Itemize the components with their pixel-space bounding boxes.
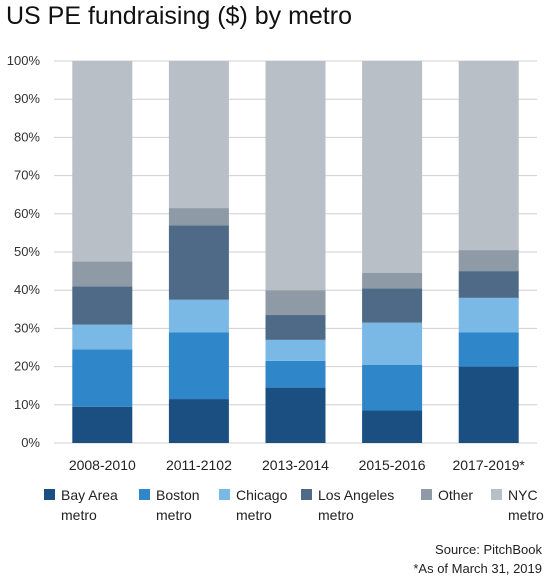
- legend-item: NYC metro: [491, 485, 550, 525]
- bar-segment: [72, 349, 133, 407]
- bar-segment: [265, 61, 326, 291]
- bar-segment: [168, 208, 229, 226]
- bar-segment: [72, 324, 133, 350]
- legend-item: Boston metro: [139, 485, 219, 525]
- legend-swatch: [219, 489, 230, 500]
- bar-segment: [362, 288, 423, 323]
- legend-item: Bay Area metro: [44, 485, 139, 525]
- bar-segment: [362, 322, 423, 365]
- x-category-label: 2013-2014: [262, 457, 329, 473]
- bar-segment: [168, 225, 229, 300]
- legend-label: Other: [438, 487, 474, 503]
- y-tick-label: 0%: [21, 435, 40, 450]
- legend-label: NYC metro: [508, 487, 544, 523]
- y-tick-label: 100%: [7, 53, 41, 68]
- y-tick-label: 80%: [14, 129, 40, 144]
- bar-segment: [458, 366, 519, 443]
- bar-segment: [168, 299, 229, 333]
- bar-segment: [362, 273, 423, 289]
- bar-segment: [458, 332, 519, 367]
- x-axis-categories: 2008-2010 2011-2102 2013-2014 2015-2016 2017…: [69, 457, 526, 473]
- bar-segment: [458, 61, 519, 251]
- bar-segment: [265, 290, 326, 316]
- y-tick-label: 20%: [14, 359, 40, 374]
- bar-segment: [362, 410, 423, 443]
- y-axis-ticks: 0% 10% 20% 30% 40% 50% 60% 70% 80% 90% 100%: [7, 53, 41, 450]
- stacked-bar-chart: 0% 10% 20% 30% 40% 50% 60% 70% 80% 90% 100% 2008-2…: [7, 53, 537, 473]
- bar-segment: [72, 286, 133, 325]
- legend-label: Los Angeles metro: [318, 487, 395, 523]
- y-tick-label: 40%: [14, 282, 40, 297]
- bar-segment: [168, 399, 229, 443]
- bars: [72, 61, 519, 443]
- y-tick-label: 60%: [14, 206, 40, 221]
- y-tick-label: 10%: [14, 397, 40, 412]
- bar-segment: [72, 261, 133, 287]
- x-category-label: 2011-2102: [166, 457, 232, 473]
- bar-segment: [362, 364, 423, 411]
- legend-label: Chicago metro: [236, 487, 288, 523]
- legend-item: Los Angeles metro: [301, 485, 421, 525]
- legend-swatch: [421, 489, 432, 500]
- bar-segment: [168, 61, 229, 209]
- legend-swatch: [491, 489, 502, 500]
- y-tick-label: 90%: [14, 91, 40, 106]
- bar-segment: [265, 360, 326, 388]
- legend-label: Bay Area metro: [61, 487, 118, 523]
- bar-segment: [458, 297, 519, 333]
- legend-swatch: [44, 489, 55, 500]
- bar-segment: [168, 332, 229, 400]
- legend-item: Chicago metro: [219, 485, 301, 525]
- bar-segment: [265, 339, 326, 361]
- legend-swatch: [301, 489, 312, 500]
- legend-swatch: [139, 489, 150, 500]
- x-category-label: 2017-2019*: [452, 457, 525, 473]
- bar-segment: [72, 61, 133, 262]
- source-note: Source: PitchBook *As of March 31, 2019: [413, 540, 542, 578]
- bar-segment: [458, 250, 519, 272]
- y-tick-label: 70%: [14, 168, 40, 183]
- bar-segment: [458, 271, 519, 298]
- legend: Bay Area metro Boston metro Chicago metro L…: [44, 485, 550, 525]
- legend-label: Boston metro: [156, 487, 200, 523]
- legend-item: Other: [421, 485, 491, 525]
- bar-segment: [265, 315, 326, 340]
- y-tick-label: 50%: [14, 244, 40, 259]
- bar-segment: [362, 61, 423, 274]
- footnote-text: *As of March 31, 2019: [413, 561, 542, 576]
- bar-segment: [265, 387, 326, 443]
- source-text: Source: PitchBook: [435, 542, 542, 557]
- bar-segment: [72, 406, 133, 443]
- x-category-label: 2015-2016: [359, 457, 426, 473]
- chart-title: US PE fundraising ($) by metro: [6, 2, 352, 30]
- y-tick-label: 30%: [14, 320, 40, 335]
- x-category-label: 2008-2010: [69, 457, 136, 473]
